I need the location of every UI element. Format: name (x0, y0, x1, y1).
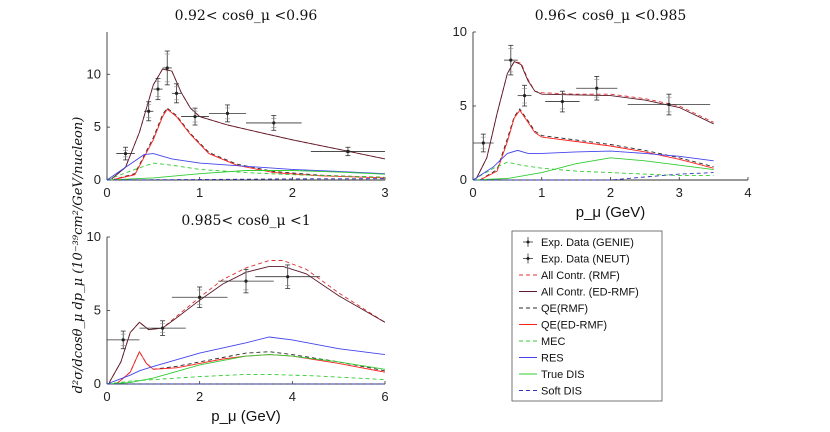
y-tick-label: 5 (94, 303, 101, 318)
x-axis-label: p_μ (GeV) (211, 408, 281, 425)
data-point (208, 104, 246, 123)
legend-entry: All Contr. (RMF) (519, 270, 620, 282)
x-tick-label: 2 (196, 389, 203, 404)
data-point (246, 115, 302, 131)
legend-label: Soft DIS (541, 386, 582, 398)
series-line-truedis (106, 354, 386, 385)
data-point (503, 44, 518, 76)
y-tick-label: 0 (94, 376, 101, 391)
data-point (473, 133, 494, 153)
data-point (517, 84, 532, 107)
x-tick-label: 2 (607, 185, 614, 200)
series-line-edrmf (108, 265, 386, 383)
legend-entry: Soft DIS (519, 386, 582, 398)
series-line-truedis (106, 170, 386, 181)
x-tick-label: 0 (469, 185, 476, 200)
series-line-qe_edrmf (479, 109, 714, 181)
legend-label: All Contr. (RMF) (541, 270, 620, 282)
data-point (218, 268, 274, 294)
legend-label: All Contr. (ED-RMF) (541, 287, 639, 299)
legend-label: QE(ED-RMF) (541, 320, 607, 332)
y-tick-label: 10 (453, 24, 467, 39)
panel-title: 0.96< cosθ_μ <0.985 (535, 8, 687, 24)
data-point (144, 101, 154, 122)
legend-entry: QE(ED-RMF) (519, 320, 607, 332)
y-tick-label: 5 (94, 119, 101, 134)
legend-label: Exp. Data (NEUT) (541, 254, 630, 266)
legend-entry: Exp. Data (NEUT) (523, 253, 630, 266)
series-line-res (472, 149, 714, 181)
legend-entry: RES (519, 353, 564, 365)
panel-bottom-left: 0 2 4 6 0 5 10 0.985< cosθ_μ <1 p_μ (GeV) (87, 213, 389, 425)
y-tick-label: 0 (94, 172, 101, 187)
x-tick-label: 0 (103, 185, 110, 200)
y-tick-label: 5 (460, 98, 467, 113)
data-point (545, 90, 580, 113)
data-point (107, 330, 140, 350)
data-point (116, 146, 135, 161)
series-line-rmf (111, 68, 386, 180)
series-line-res (106, 336, 386, 385)
x-tick-label: 0 (103, 389, 110, 404)
legend-label: MEC (541, 336, 566, 348)
panel-top-left: 0 1 2 3 0 5 10 0.92< cosθ_μ <0.96 (87, 8, 389, 200)
x-tick-label: 1 (196, 185, 203, 200)
panel-top-right: 0 1 2 3 4 0 5 10 0.96< cosθ_μ <0.985 p_μ (GeV) (453, 8, 752, 221)
x-tick-label: 3 (676, 185, 683, 200)
data-point (627, 93, 711, 116)
y-tick-label: 10 (87, 229, 101, 244)
data-point (576, 76, 618, 101)
x-tick-label: 3 (381, 185, 388, 200)
series-line-softdis (473, 172, 714, 181)
x-tick-label: 6 (381, 389, 388, 404)
x-tick-label: 4 (289, 389, 296, 404)
data-point (171, 83, 182, 104)
data-point (153, 78, 163, 101)
data-point (310, 146, 385, 157)
series-line-edrmf (111, 68, 386, 180)
y-axis-label: d²σ/dcosθ_μ dp_μ (10⁻³⁹cm²/GeV/nucleon) (71, 117, 86, 394)
series-line-qe_rmf (111, 107, 386, 181)
series-line-edrmf (475, 61, 714, 179)
legend-entry: Exp. Data (GENIE) (523, 237, 634, 249)
series-line-qe_rmf (116, 350, 386, 385)
x-tick-label: 1 (538, 185, 545, 200)
y-tick-label: 0 (460, 172, 467, 187)
data-point (162, 50, 172, 86)
data-point (139, 320, 186, 336)
x-tick-label: 4 (744, 185, 751, 200)
legend-entry: MEC (519, 336, 566, 348)
legend-entry: All Contr. (ED-RMF) (519, 287, 639, 299)
panel-title: 0.985< cosθ_μ <1 (181, 213, 310, 229)
x-tick-label: 2 (289, 185, 296, 200)
y-tick-label: 10 (87, 66, 101, 81)
series-line-softdis (106, 178, 386, 181)
data-point (171, 286, 228, 308)
legend: Exp. Data (GENIE) Exp. Data (NEUT) All Con… (511, 230, 663, 402)
series-line-qe_edrmf (111, 108, 386, 181)
legend-entry: True DIS (519, 369, 585, 381)
data-point (255, 264, 321, 289)
legend-entry: QE(RMF) (519, 303, 588, 315)
series-line-truedis (472, 157, 714, 181)
series-line-qe_rmf (479, 108, 714, 181)
panel-title: 0.92< cosθ_μ <0.96 (175, 8, 318, 24)
legend-label: True DIS (541, 369, 585, 381)
legend-label: RES (541, 353, 564, 365)
legend-label: Exp. Data (GENIE) (541, 237, 634, 249)
x-axis-label: p_μ (GeV) (576, 204, 646, 221)
series-line-mec (472, 161, 714, 181)
legend-box (511, 230, 663, 402)
legend-label: QE(RMF) (541, 303, 588, 315)
series-line-res (106, 153, 386, 181)
data-point (181, 107, 209, 126)
